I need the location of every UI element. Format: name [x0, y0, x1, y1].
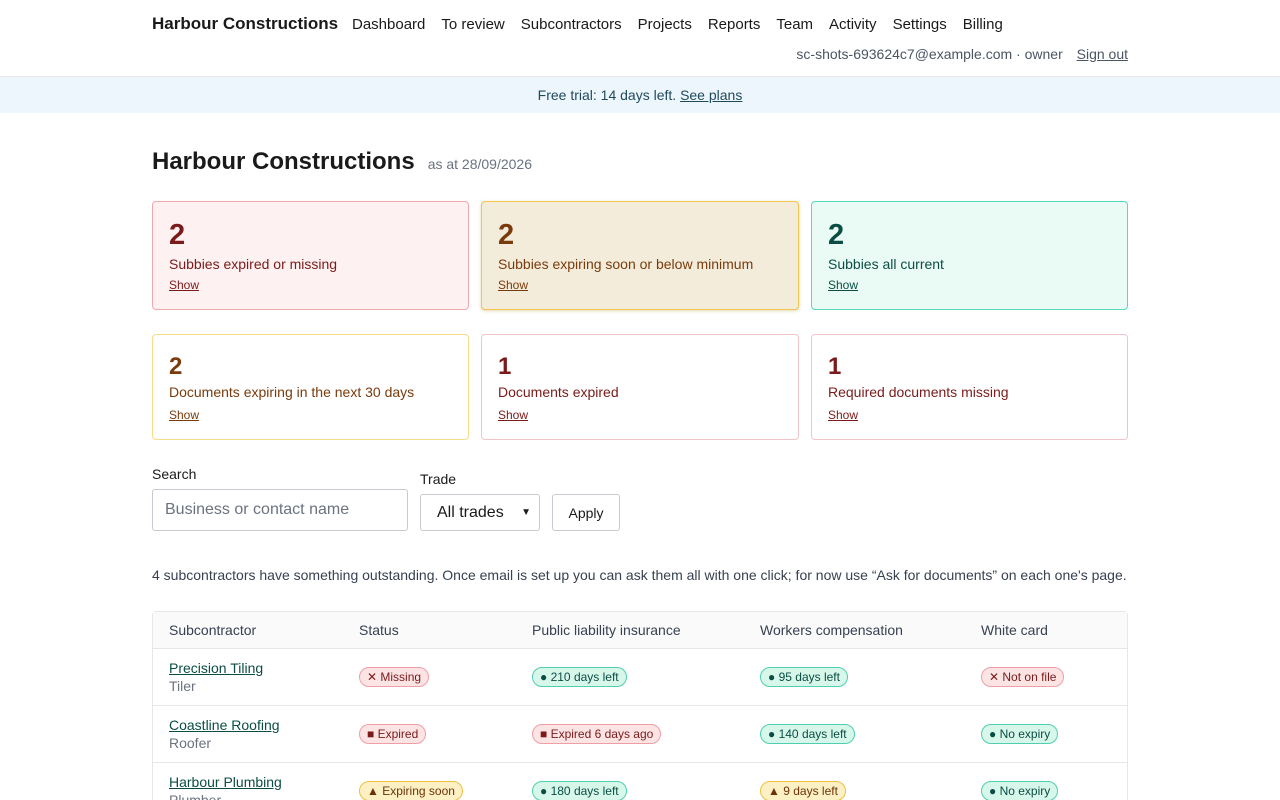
card-docs-expired: 1 Documents expired Show	[481, 334, 799, 440]
as-at-date: as at 28/09/2026	[427, 156, 532, 172]
table-row: Coastline Roofing Roofer ■ Expired ■ Exp…	[153, 705, 1127, 762]
document-summary-cards: 2 Documents expiring in the next 30 days…	[152, 334, 1128, 440]
filter-form: Search Trade All trades ▼ Apply	[152, 466, 1128, 556]
subcontractor-trade: Plumber	[169, 792, 222, 800]
card-label: Subbies all current	[828, 256, 944, 272]
nav-settings[interactable]: Settings	[892, 16, 947, 33]
card-show-link[interactable]: Show	[498, 278, 529, 292]
user-email-role: sc-shots-693624c7@example.com · owner	[796, 46, 1063, 62]
top-header: Harbour Constructions Dashboard To revie…	[0, 0, 1280, 77]
card-show-link[interactable]: Show	[498, 408, 529, 422]
card-label: Documents expiring in the next 30 days	[169, 384, 415, 400]
card-show-link[interactable]: Show	[828, 278, 859, 292]
outstanding-note: 4 subcontractors have something outstand…	[152, 567, 1127, 583]
search-input[interactable]	[152, 489, 408, 531]
table-header: Subcontractor Status Public liability in…	[153, 612, 1127, 648]
card-expired-missing: 2 Subbies expired or missing Show	[152, 201, 469, 310]
pli-badge: ● 180 days left	[532, 781, 627, 800]
card-count: 2	[169, 353, 183, 380]
table-row: Harbour Plumbing Plumber ▲ Expiring soon…	[153, 762, 1127, 800]
card-docs-expiring: 2 Documents expiring in the next 30 days…	[152, 334, 469, 440]
subcontractor-cell: Coastline Roofing Roofer	[153, 717, 359, 751]
wc-badge: ● 140 days left	[760, 724, 855, 744]
card-count: 2	[169, 219, 186, 251]
trade-label: Trade	[420, 471, 457, 487]
card-label: Required documents missing	[828, 384, 1009, 400]
main-nav: Dashboard To review Subcontractors Proje…	[352, 16, 1019, 33]
card-label: Subbies expiring soon or below minimum	[498, 256, 754, 272]
nav-team[interactable]: Team	[776, 16, 814, 33]
nav-billing[interactable]: Billing	[962, 16, 1003, 33]
trial-banner: Free trial: 14 days left. See plans	[0, 77, 1280, 113]
wc-badge: ▲ 9 days left	[760, 781, 846, 800]
nav-projects[interactable]: Projects	[637, 16, 692, 33]
white-card-badge: ● No expiry	[981, 724, 1059, 744]
wc-badge: ● 95 days left	[760, 667, 848, 687]
page-header: Harbour Constructions as at 28/09/2026	[152, 148, 1128, 178]
status-badge: ▲ Expiring soon	[359, 781, 463, 800]
pli-badge: ■ Expired 6 days ago	[532, 724, 662, 744]
subcontractor-cell: Precision Tiling Tiler	[153, 660, 359, 694]
trade-select-value: All trades	[437, 503, 504, 521]
subcontractor-trade: Tiler	[169, 678, 196, 694]
card-count: 2	[828, 219, 845, 251]
header-status: Status	[359, 622, 399, 638]
sign-out-link[interactable]: Sign out	[1076, 46, 1128, 62]
table-row: Precision Tiling Tiler ✕ Missing ● 210 d…	[153, 648, 1127, 705]
header-white-card: White card	[981, 622, 1048, 638]
card-show-link[interactable]: Show	[169, 278, 200, 292]
nav-subcontractors[interactable]: Subcontractors	[520, 16, 622, 33]
subcontractor-link[interactable]: Coastline Roofing	[169, 717, 280, 733]
card-all-current: 2 Subbies all current Show	[811, 201, 1128, 310]
header-subcontractor: Subcontractor	[169, 622, 257, 638]
pli-badge: ● 210 days left	[532, 667, 627, 687]
subcontractor-trade: Roofer	[169, 735, 212, 751]
page-title: Harbour Constructions	[152, 148, 415, 175]
subcontractor-link[interactable]: Harbour Plumbing	[169, 774, 282, 790]
card-count: 1	[828, 353, 842, 380]
card-label: Subbies expired or missing	[169, 256, 338, 272]
search-label: Search	[152, 466, 197, 482]
subcontractor-cell: Harbour Plumbing Plumber	[153, 774, 359, 800]
card-label: Documents expired	[498, 384, 619, 400]
card-show-link[interactable]: Show	[169, 408, 200, 422]
nav-activity[interactable]: Activity	[829, 16, 877, 33]
brand-logo[interactable]: Harbour Constructions	[152, 14, 339, 33]
card-show-link[interactable]: Show	[828, 408, 859, 422]
white-card-badge: ✕ Not on file	[981, 667, 1065, 687]
header-public-liability: Public liability insurance	[532, 622, 681, 638]
white-card-badge: ● No expiry	[981, 781, 1059, 800]
status-badge: ✕ Missing	[359, 667, 430, 687]
user-info: sc-shots-693624c7@example.com · owner Si…	[796, 46, 1128, 62]
nav-reports[interactable]: Reports	[707, 16, 761, 33]
main-content: Harbour Constructions as at 28/09/2026 2…	[152, 113, 1128, 800]
header-workers-comp: Workers compensation	[760, 622, 903, 638]
nav-dashboard[interactable]: Dashboard	[352, 16, 426, 33]
see-plans-link[interactable]: See plans	[680, 87, 743, 103]
nav-to-review[interactable]: To review	[441, 16, 505, 33]
trial-text: Free trial: 14 days left.	[537, 87, 677, 103]
subcontractor-table: Subcontractor Status Public liability in…	[152, 611, 1128, 800]
trade-select[interactable]: All trades ▼	[420, 494, 540, 531]
subbie-summary-cards: 2 Subbies expired or missing Show 2 Subb…	[152, 201, 1128, 310]
card-docs-missing: 1 Required documents missing Show	[811, 334, 1128, 440]
chevron-down-icon: ▼	[521, 507, 531, 518]
subcontractor-link[interactable]: Precision Tiling	[169, 660, 264, 676]
apply-button[interactable]: Apply	[552, 494, 620, 531]
card-count: 2	[498, 219, 515, 251]
card-expiring-soon: 2 Subbies expiring soon or below minimum…	[481, 201, 799, 310]
card-count: 1	[498, 353, 512, 380]
status-badge: ■ Expired	[359, 724, 427, 744]
